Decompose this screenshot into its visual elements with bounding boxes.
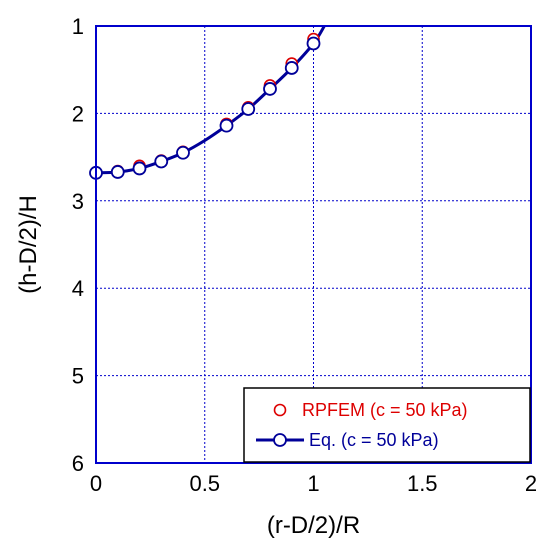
legend: RPFEM (c = 50 kPa) Eq. (c = 50 kPa) bbox=[243, 387, 531, 463]
equation-point bbox=[284, 61, 299, 75]
legend-box bbox=[243, 387, 531, 463]
y-tick-label: 4 bbox=[72, 276, 84, 301]
y-tick-label: 2 bbox=[72, 101, 84, 126]
x-tick-label: 1 bbox=[307, 471, 319, 496]
equation-curve-layer bbox=[96, 26, 326, 175]
equation-point bbox=[176, 145, 190, 160]
y-tick-label: 3 bbox=[72, 189, 84, 214]
plot-frame bbox=[95, 25, 532, 464]
y-tick-labels: 1 2 3 4 5 6 bbox=[72, 14, 84, 476]
x-tick-label: 2 bbox=[525, 471, 537, 496]
equation-point bbox=[306, 36, 321, 51]
x-axis-label: (r-D/2)/R bbox=[267, 512, 360, 539]
equation-point bbox=[263, 82, 277, 96]
legend-equation-label: Eq. (c = 50 kPa) bbox=[309, 430, 439, 450]
y-tick-label: 5 bbox=[72, 364, 84, 389]
equation-markers bbox=[89, 36, 321, 180]
equation-point bbox=[132, 161, 147, 176]
x-tick-label: 0 bbox=[90, 471, 102, 496]
equation-curve bbox=[96, 26, 326, 175]
y-axis-label: (h-D/2)/H bbox=[15, 195, 42, 294]
y-tick-label: 1 bbox=[72, 14, 84, 39]
legend-equation-marker bbox=[273, 433, 287, 447]
equation-point bbox=[219, 118, 234, 133]
equation-point bbox=[154, 154, 169, 169]
x-tick-labels: 0 0.5 1 1.5 2 bbox=[90, 471, 537, 496]
x-tick-label: 1.5 bbox=[407, 471, 438, 496]
equation-point bbox=[241, 102, 256, 116]
equation-point bbox=[110, 165, 125, 179]
y-tick-label: 6 bbox=[72, 451, 84, 476]
legend-rpfem-label: RPFEM (c = 50 kPa) bbox=[302, 400, 468, 420]
legend-rpfem-marker bbox=[273, 403, 287, 417]
x-tick-label: 0.5 bbox=[189, 471, 220, 496]
